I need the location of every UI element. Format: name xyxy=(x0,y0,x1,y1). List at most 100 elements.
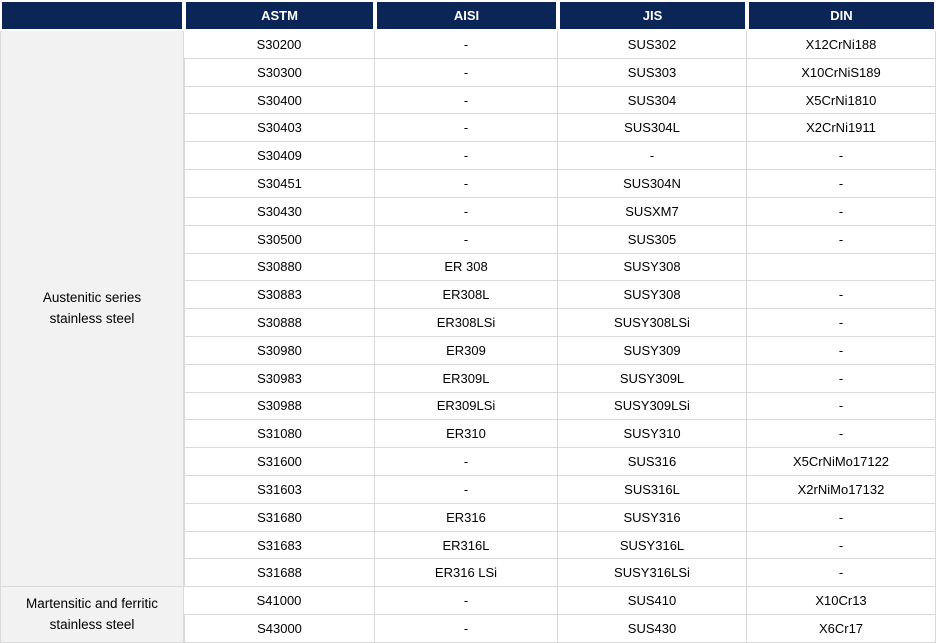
table-row: S31603- SUS316L X2rNiMo17132 xyxy=(0,476,936,504)
data-cell: - xyxy=(375,58,558,87)
data-cell: S43000 xyxy=(184,615,375,643)
data-cell: - xyxy=(747,309,936,337)
data-cell: S30200 xyxy=(184,31,375,59)
data-cell: SUS410 xyxy=(558,587,747,616)
data-cell: S31680 xyxy=(184,503,375,532)
data-cell: - xyxy=(747,559,936,588)
data-cell: SUSY309LSi xyxy=(558,392,747,421)
data-cell: S30983 xyxy=(184,364,375,393)
table-row: S30983 ER309L SUSY309L - xyxy=(0,364,936,393)
data-cell: ER308L xyxy=(375,281,558,310)
data-cell: S30409 xyxy=(184,142,375,171)
header-cell-category xyxy=(0,0,184,31)
table-row: S30409- - - xyxy=(0,142,936,171)
table-row: Martensitic and ferritic stainless steel… xyxy=(0,587,936,643)
data-cell: SUSY308 xyxy=(558,253,747,282)
table-row: S30430- SUSXM7- xyxy=(0,197,936,226)
table-header-row: ASTM AISI JIS DIN xyxy=(0,0,936,31)
data-cell: S30403 xyxy=(184,114,375,143)
data-cell: S30888 xyxy=(184,309,375,337)
data-cell: S30451 xyxy=(184,170,375,198)
data-cell: ER310 xyxy=(375,420,558,449)
data-cell: S30883 xyxy=(184,281,375,310)
table-row: S31683 ER316L SUSY316L - xyxy=(0,531,936,560)
data-cell: SUS303 xyxy=(558,58,747,87)
data-cell: S30980 xyxy=(184,336,375,365)
table-row: S31080 ER310 SUSY310- xyxy=(0,420,936,449)
data-cell: - xyxy=(375,86,558,115)
header-cell-din: DIN xyxy=(747,0,936,31)
data-cell: ER 308 xyxy=(375,253,558,282)
table-row: S31600- SUS316 X5CrNiMo17122 xyxy=(0,448,936,476)
data-cell: - xyxy=(747,364,936,393)
data-cell: S31600 xyxy=(184,448,375,476)
data-cell: SUSXM7 xyxy=(558,197,747,226)
data-cell: S30400 xyxy=(184,86,375,115)
data-cell: X2rNiMo17132 xyxy=(747,476,936,504)
table-row: S30451- SUS304N - xyxy=(0,170,936,198)
table-row: Austenitic series stainless steel S30200-… xyxy=(0,31,936,588)
data-cell: X10Cr13 xyxy=(747,587,936,616)
table-row: S30883 ER308L SUSY308- xyxy=(0,281,936,310)
data-cell: - xyxy=(375,197,558,226)
data-cell: SUS304N xyxy=(558,170,747,198)
data-cell: SUSY316 xyxy=(558,503,747,532)
data-cell: SUS302 xyxy=(558,31,747,59)
data-cell: SUSY308LSi xyxy=(558,309,747,337)
data-cell: - xyxy=(747,170,936,198)
data-cell: SUS305 xyxy=(558,225,747,254)
data-cell: ER309L xyxy=(375,364,558,393)
data-cell: SUS430 xyxy=(558,615,747,643)
data-cell: S30430 xyxy=(184,197,375,226)
data-cell: X10CrNiS189 xyxy=(747,58,936,87)
data-cell: - xyxy=(375,31,558,59)
data-cell: X5CrNiMo17122 xyxy=(747,448,936,476)
data-cell: ER308LSi xyxy=(375,309,558,337)
data-cell: S30300 xyxy=(184,58,375,87)
table-row: S30988 ER309LSi SUSY309LSi - xyxy=(0,392,936,421)
data-cell: - xyxy=(375,225,558,254)
data-cell: S31683 xyxy=(184,531,375,560)
data-cell: - xyxy=(375,170,558,198)
data-cell: - xyxy=(747,420,936,449)
table-row: S43000- SUS430 X6Cr17 xyxy=(0,615,936,643)
table-body: Austenitic series stainless steel S30200-… xyxy=(0,31,936,643)
data-cell: SUSY309L xyxy=(558,364,747,393)
data-cell: X6Cr17 xyxy=(747,615,936,643)
data-cell: - xyxy=(747,281,936,310)
data-cell xyxy=(747,253,936,282)
data-cell: - xyxy=(375,615,558,643)
data-cell: SUS304L xyxy=(558,114,747,143)
data-cell: S30880 xyxy=(184,253,375,282)
data-cell: ER309LSi xyxy=(375,392,558,421)
data-cell: SUS316 xyxy=(558,448,747,476)
data-cell: SUS316L xyxy=(558,476,747,504)
data-cell: - xyxy=(747,531,936,560)
table-row: S30980 ER309 SUSY309- xyxy=(0,336,936,365)
table-row: S30400- SUS304 X5CrNi1810 xyxy=(0,86,936,115)
data-cell: SUS304 xyxy=(558,86,747,115)
data-cell: ER316L xyxy=(375,531,558,560)
data-cell: S30988 xyxy=(184,392,375,421)
data-cell: X5CrNi1810 xyxy=(747,86,936,115)
table-row: S30300- SUS303 X10CrNiS189 xyxy=(0,58,936,87)
data-cell: X2CrNi1911 xyxy=(747,114,936,143)
header-cell-jis: JIS xyxy=(558,0,747,31)
table-row: S30500- SUS305- xyxy=(0,225,936,254)
table-row: S30403- SUS304L X2CrNi1911 xyxy=(0,114,936,143)
table-row: S31688 ER316 LSi SUSY316LSi - xyxy=(0,559,936,588)
data-cell: S31080 xyxy=(184,420,375,449)
table-row: S30880 ER 308 SUSY308 xyxy=(0,253,936,282)
data-cell: S31603 xyxy=(184,476,375,504)
data-cell: - xyxy=(375,142,558,171)
data-cell: ER316 xyxy=(375,503,558,532)
data-cell: SUSY309 xyxy=(558,336,747,365)
data-cell: ER309 xyxy=(375,336,558,365)
data-cell: S30500 xyxy=(184,225,375,254)
table-row: S31680 ER316 SUSY316- xyxy=(0,503,936,532)
data-cell: - xyxy=(747,142,936,171)
data-cell: SUSY310 xyxy=(558,420,747,449)
data-cell: - xyxy=(375,587,558,616)
data-cell: SUSY316L xyxy=(558,531,747,560)
